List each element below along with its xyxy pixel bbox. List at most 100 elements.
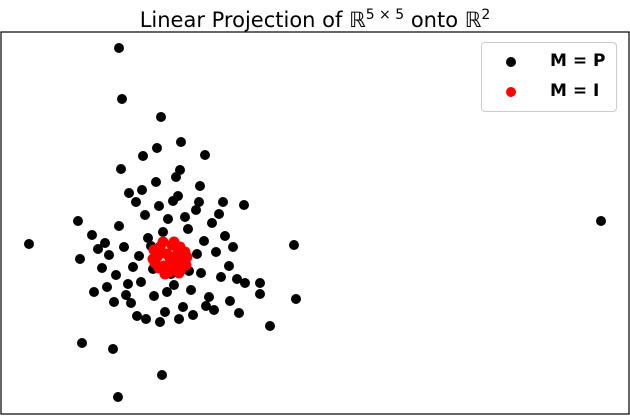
title-R2: ℝ bbox=[464, 8, 482, 32]
point-m-p bbox=[228, 242, 238, 252]
point-m-p bbox=[124, 188, 134, 198]
point-m-p bbox=[214, 209, 224, 219]
point-m-p bbox=[113, 392, 123, 402]
legend-marker-red bbox=[506, 87, 516, 97]
point-m-p bbox=[183, 224, 193, 234]
point-m-p bbox=[116, 164, 126, 174]
point-m-p bbox=[126, 298, 136, 308]
point-m-p bbox=[154, 201, 164, 211]
point-m-p bbox=[87, 230, 97, 240]
point-m-p bbox=[119, 242, 129, 252]
title-R1: ℝ bbox=[349, 8, 366, 32]
point-m-p bbox=[232, 274, 242, 284]
point-m-p bbox=[191, 205, 201, 215]
point-m-p bbox=[211, 247, 221, 257]
legend-item-m-i: M = I bbox=[482, 79, 616, 105]
point-m-p bbox=[141, 314, 151, 324]
point-m-p bbox=[104, 250, 114, 260]
point-m-p bbox=[194, 197, 204, 207]
point-m-p bbox=[220, 231, 230, 241]
point-m-p bbox=[131, 197, 141, 207]
point-m-p bbox=[225, 296, 235, 306]
legend-label: M = P bbox=[550, 51, 606, 71]
point-m-p bbox=[209, 305, 219, 315]
point-m-p bbox=[114, 221, 124, 231]
point-m-p bbox=[289, 240, 299, 250]
point-m-p bbox=[168, 196, 178, 206]
point-m-p bbox=[195, 181, 205, 191]
point-m-p bbox=[180, 212, 190, 222]
title-mid: onto bbox=[404, 8, 465, 32]
point-m-p bbox=[160, 307, 170, 317]
point-m-p bbox=[240, 278, 250, 288]
point-m-p bbox=[75, 254, 85, 264]
point-m-p bbox=[111, 270, 121, 280]
point-m-p bbox=[155, 317, 165, 327]
point-m-i bbox=[168, 236, 180, 248]
point-m-p bbox=[134, 251, 144, 261]
point-m-p bbox=[24, 239, 34, 249]
point-m-p bbox=[196, 268, 206, 278]
point-m-p bbox=[152, 143, 162, 153]
point-m-p bbox=[151, 177, 161, 187]
point-m-p bbox=[114, 43, 124, 53]
legend-item-m-p: M = P bbox=[482, 49, 616, 75]
point-m-i bbox=[157, 236, 169, 248]
point-m-p bbox=[102, 282, 112, 292]
point-m-i bbox=[147, 253, 159, 265]
point-m-p bbox=[218, 197, 228, 207]
point-m-p bbox=[109, 297, 119, 307]
point-m-p bbox=[136, 277, 146, 287]
point-m-p bbox=[207, 218, 217, 228]
point-m-p bbox=[178, 302, 188, 312]
point-m-i bbox=[181, 251, 193, 263]
point-m-p bbox=[201, 301, 211, 311]
point-m-i bbox=[148, 244, 160, 256]
point-m-p bbox=[156, 112, 166, 122]
point-m-p bbox=[234, 308, 244, 318]
title-sup2: 2 bbox=[481, 7, 491, 23]
point-m-p bbox=[204, 292, 214, 302]
point-m-i bbox=[167, 255, 179, 267]
point-m-p bbox=[171, 172, 181, 182]
legend: M = P M = I bbox=[481, 42, 617, 112]
point-m-p bbox=[186, 285, 196, 295]
point-m-p bbox=[188, 310, 198, 320]
point-m-i bbox=[173, 267, 185, 279]
point-m-p bbox=[255, 289, 265, 299]
point-m-p bbox=[239, 200, 249, 210]
point-m-p bbox=[117, 94, 127, 104]
point-m-p bbox=[169, 280, 179, 290]
point-m-p bbox=[158, 227, 168, 237]
legend-label: M = I bbox=[550, 81, 600, 101]
point-m-p bbox=[121, 290, 131, 300]
point-m-p bbox=[89, 287, 99, 297]
point-m-p bbox=[199, 236, 209, 246]
point-m-p bbox=[137, 185, 147, 195]
point-m-p bbox=[97, 263, 107, 273]
plot-frame bbox=[0, 31, 630, 415]
point-m-p bbox=[224, 261, 234, 271]
chart-title: Linear Projection of ℝ5 × 5 onto ℝ2 bbox=[0, 0, 630, 35]
point-m-p bbox=[596, 216, 606, 226]
point-m-p bbox=[123, 279, 133, 289]
point-m-p bbox=[100, 238, 110, 248]
point-m-i bbox=[159, 268, 171, 280]
point-m-p bbox=[291, 294, 301, 304]
point-m-p bbox=[149, 291, 159, 301]
point-m-p bbox=[138, 151, 148, 161]
point-m-p bbox=[143, 233, 153, 243]
point-m-p bbox=[174, 314, 184, 324]
point-m-p bbox=[108, 344, 118, 354]
title-prefix: Linear Projection of bbox=[139, 8, 350, 32]
point-m-p bbox=[140, 210, 150, 220]
point-m-p bbox=[176, 137, 186, 147]
point-m-p bbox=[200, 150, 210, 160]
point-m-p bbox=[132, 311, 142, 321]
point-m-p bbox=[77, 338, 87, 348]
point-m-p bbox=[128, 262, 138, 272]
point-m-p bbox=[216, 272, 226, 282]
legend-marker-black bbox=[506, 57, 516, 67]
point-m-p bbox=[265, 321, 275, 331]
